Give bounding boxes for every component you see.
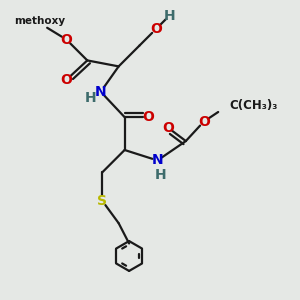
Text: methoxy: methoxy xyxy=(14,16,65,26)
Text: O: O xyxy=(150,22,162,36)
Text: N: N xyxy=(152,154,163,167)
Text: H: H xyxy=(154,168,166,182)
Text: N: N xyxy=(95,85,106,99)
Text: S: S xyxy=(97,194,107,208)
Text: O: O xyxy=(162,121,174,135)
Text: C(CH₃)₃: C(CH₃)₃ xyxy=(230,99,278,112)
Text: H: H xyxy=(85,91,96,105)
Text: O: O xyxy=(61,73,72,87)
Text: O: O xyxy=(198,115,210,129)
Text: H: H xyxy=(164,9,175,22)
Text: O: O xyxy=(61,32,72,46)
Text: O: O xyxy=(142,110,154,124)
